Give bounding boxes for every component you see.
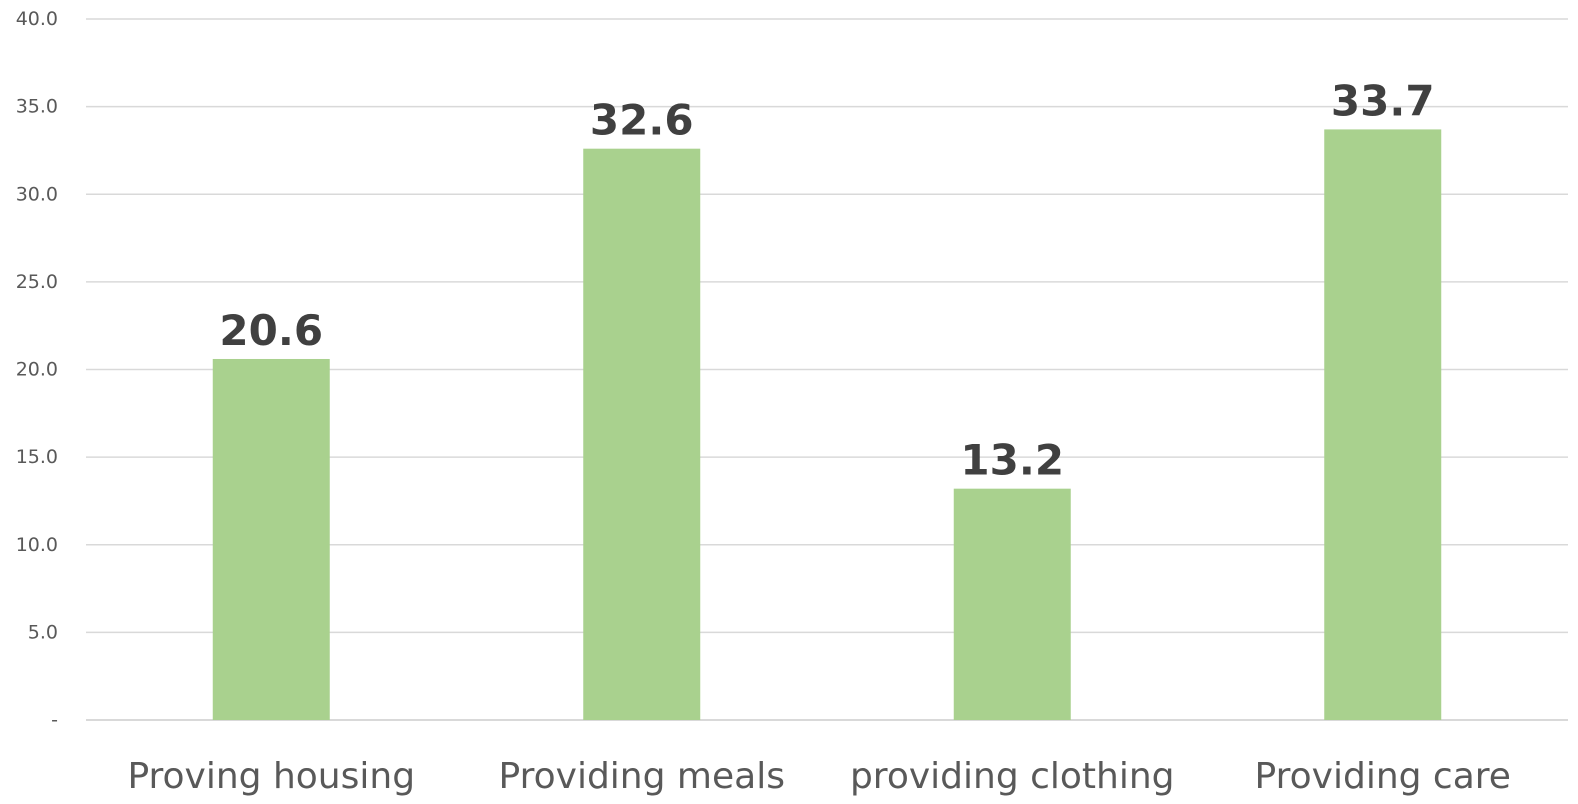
- data-label: 32.6: [590, 96, 694, 145]
- y-tick-label: 30.0: [16, 183, 58, 205]
- x-axis-tick-labels: Proving housing Providing meals providing …: [127, 756, 1511, 797]
- y-tick-label: 25.0: [16, 271, 58, 293]
- y-tick-label: 40.0: [16, 8, 58, 30]
- bars: [212, 129, 1442, 721]
- y-tick-label: 15.0: [16, 446, 58, 468]
- bar: [212, 358, 330, 720]
- bar: [1324, 129, 1442, 721]
- x-tick-label: Providing meals: [499, 756, 785, 797]
- x-tick-label: Proving housing: [127, 756, 415, 797]
- y-tick-label: 35.0: [16, 96, 58, 118]
- y-tick-label: 20.0: [16, 359, 58, 381]
- y-axis-tick-labels: - 5.0 10.0 15.0 20.0 25.0 30.0 35.0 40.0: [16, 8, 58, 731]
- bar: [583, 148, 701, 720]
- bar: [953, 488, 1071, 720]
- data-label: 13.2: [960, 436, 1064, 485]
- y-tick-label: 5.0: [28, 621, 58, 643]
- y-tick-label: 10.0: [16, 534, 58, 556]
- data-label: 33.7: [1331, 76, 1435, 125]
- x-tick-label: providing clothing: [850, 756, 1175, 797]
- y-tick-label: -: [51, 709, 58, 731]
- data-labels: 20.6 32.6 13.2 33.7: [219, 76, 1434, 484]
- data-label: 20.6: [219, 306, 323, 355]
- gridlines: [86, 18, 1568, 721]
- x-tick-label: Providing care: [1255, 756, 1511, 797]
